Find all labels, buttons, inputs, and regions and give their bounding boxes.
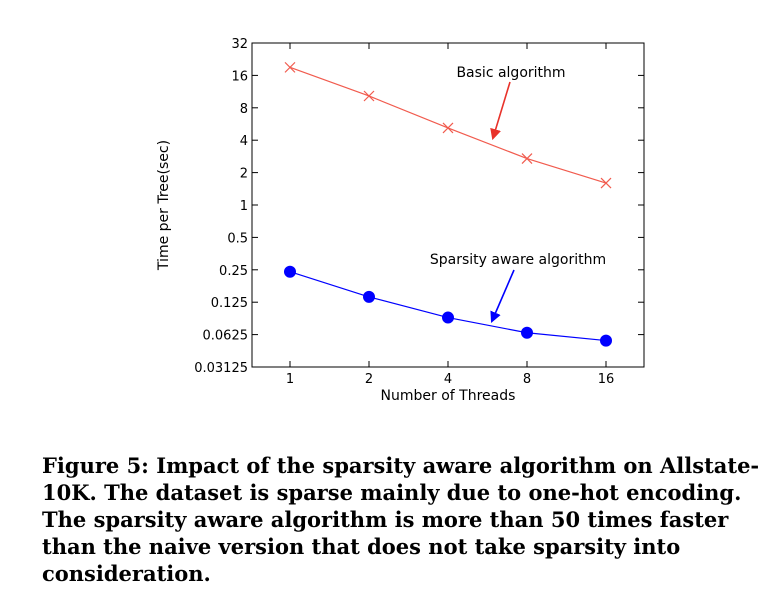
x-marker-stroke	[521, 153, 533, 164]
y-tick-label: 32	[231, 37, 248, 52]
x-axis-label: Number of Threads	[381, 388, 516, 404]
caption-text: Figure 5: Impact of the sparsity aware a…	[42, 453, 760, 586]
y-tick-label: 16	[231, 69, 248, 84]
basic-point	[284, 61, 296, 73]
x-marker-stroke	[600, 177, 612, 189]
series-layer	[284, 61, 612, 347]
x-tick-label: 16	[598, 372, 615, 387]
y-tick-label: 2	[240, 167, 248, 182]
basic-point	[363, 90, 375, 102]
sparse-series-line	[289, 271, 607, 342]
y-tick-label: 4	[240, 134, 248, 149]
sparse-point	[600, 334, 612, 347]
x-marker-stroke	[442, 122, 454, 134]
basic-annotation-arrow	[490, 81, 511, 141]
sparse-point	[284, 265, 296, 278]
y-tick-label: 1	[240, 199, 248, 214]
x-tick-label: 4	[444, 372, 452, 387]
sparse-annotation-arrow	[490, 269, 515, 324]
basic-point	[521, 153, 533, 164]
sparse-point	[521, 326, 533, 339]
plot-frame	[251, 42, 645, 368]
y-tick-label: 0.03125	[194, 361, 248, 376]
x-marker-stroke	[363, 90, 375, 102]
sparse-point	[363, 290, 375, 303]
sparse-annotation-label: Sparsity aware algorithm	[430, 252, 606, 268]
annotations: Basic algorithm Sparsity aware algorithm	[430, 65, 606, 324]
basic-point	[600, 177, 612, 189]
line-chart: 0.03125 0.0625 0.125 0.25 0.5 1 2 4 8 16 32 1 2 4 8 16…	[156, 37, 645, 404]
x-marker-stroke	[284, 61, 296, 73]
y-tick-label: 0.5	[227, 231, 248, 246]
y-axis-label: Time per Tree(sec)	[156, 140, 172, 271]
x-tick-label: 1	[286, 372, 294, 387]
y-tick-label: 8	[240, 102, 248, 117]
sparse-point	[442, 311, 454, 324]
y-tick-label: 0.125	[211, 296, 248, 311]
y-axis-ticks: 0.03125 0.0625 0.125 0.25 0.5 1 2 4 8 16 32	[194, 37, 644, 376]
y-tick-label: 0.25	[219, 264, 248, 279]
x-tick-label: 2	[365, 372, 373, 387]
basic-annotation-label: Basic algorithm	[456, 65, 565, 81]
basic-series-line	[289, 66, 607, 184]
basic-point	[442, 122, 454, 134]
x-tick-label: 8	[523, 372, 531, 387]
y-tick-label: 0.0625	[203, 329, 249, 344]
figure-caption: Figure 5: Impact of the sparsity aware a…	[42, 452, 770, 587]
x-axis-ticks: 1 2 4 8 16	[286, 43, 614, 387]
